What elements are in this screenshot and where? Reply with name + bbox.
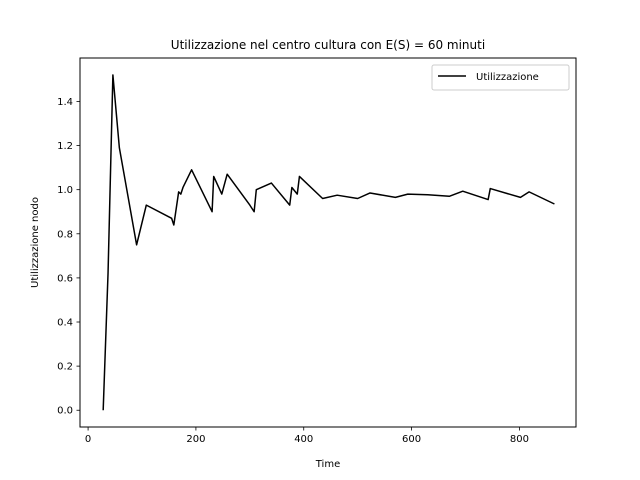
legend: Utilizzazione	[431, 64, 570, 91]
x-axis-label: Time	[315, 459, 340, 470]
chart-title: Utilizzazione nel centro cultura con E(S…	[171, 38, 485, 52]
y-tick-label: 0.2	[57, 362, 73, 373]
plot-frame	[79, 57, 577, 428]
x-tick-label: 400	[294, 434, 313, 445]
y-axis-label: Utilizzazione nodo	[30, 197, 41, 288]
y-tick-label: 0.0	[57, 406, 73, 417]
series-line-utilizzazione	[102, 74, 555, 411]
x-axis: 0 200 400 600 800	[85, 427, 529, 445]
y-tick-label: 1.2	[57, 141, 73, 152]
y-axis: 0.0 0.2 0.4 0.6 0.8 1.0 1.2 1.4	[57, 97, 80, 417]
x-tick-label: 0	[85, 434, 91, 445]
y-tick-label: 0.6	[57, 273, 73, 284]
legend-label: Utilizzazione	[476, 72, 539, 83]
y-tick-label: 0.8	[57, 229, 73, 240]
plot-background	[80, 58, 576, 427]
x-tick-label: 200	[186, 434, 205, 445]
legend-box	[431, 64, 570, 91]
x-tick-label: 800	[510, 434, 529, 445]
x-tick-label: 600	[402, 434, 421, 445]
y-tick-label: 1.0	[57, 185, 73, 196]
y-tick-label: 1.4	[57, 97, 73, 108]
chart-marks	[102, 74, 555, 411]
y-tick-label: 0.4	[57, 318, 73, 329]
